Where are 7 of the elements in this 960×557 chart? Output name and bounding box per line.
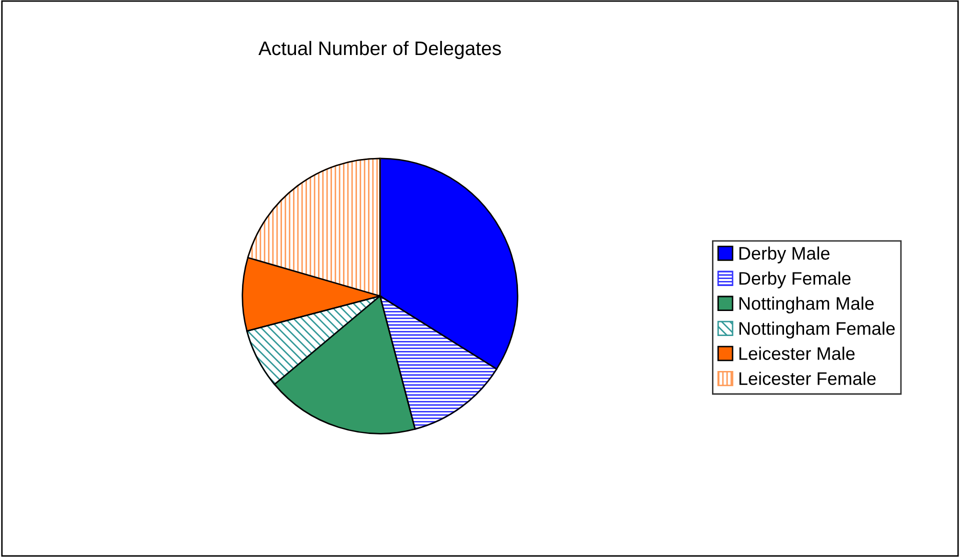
legend-label: Leicester Male: [739, 346, 855, 360]
chart-title: Actual Number of Delegates: [258, 40, 501, 60]
legend-label: Nottingham Female: [739, 322, 895, 338]
legend-label: Derby Male: [739, 246, 830, 264]
legend-label: Nottingham Male: [739, 296, 874, 314]
legend-label: Derby Female: [739, 272, 851, 288]
legend-label: Leicester Female: [739, 372, 876, 386]
